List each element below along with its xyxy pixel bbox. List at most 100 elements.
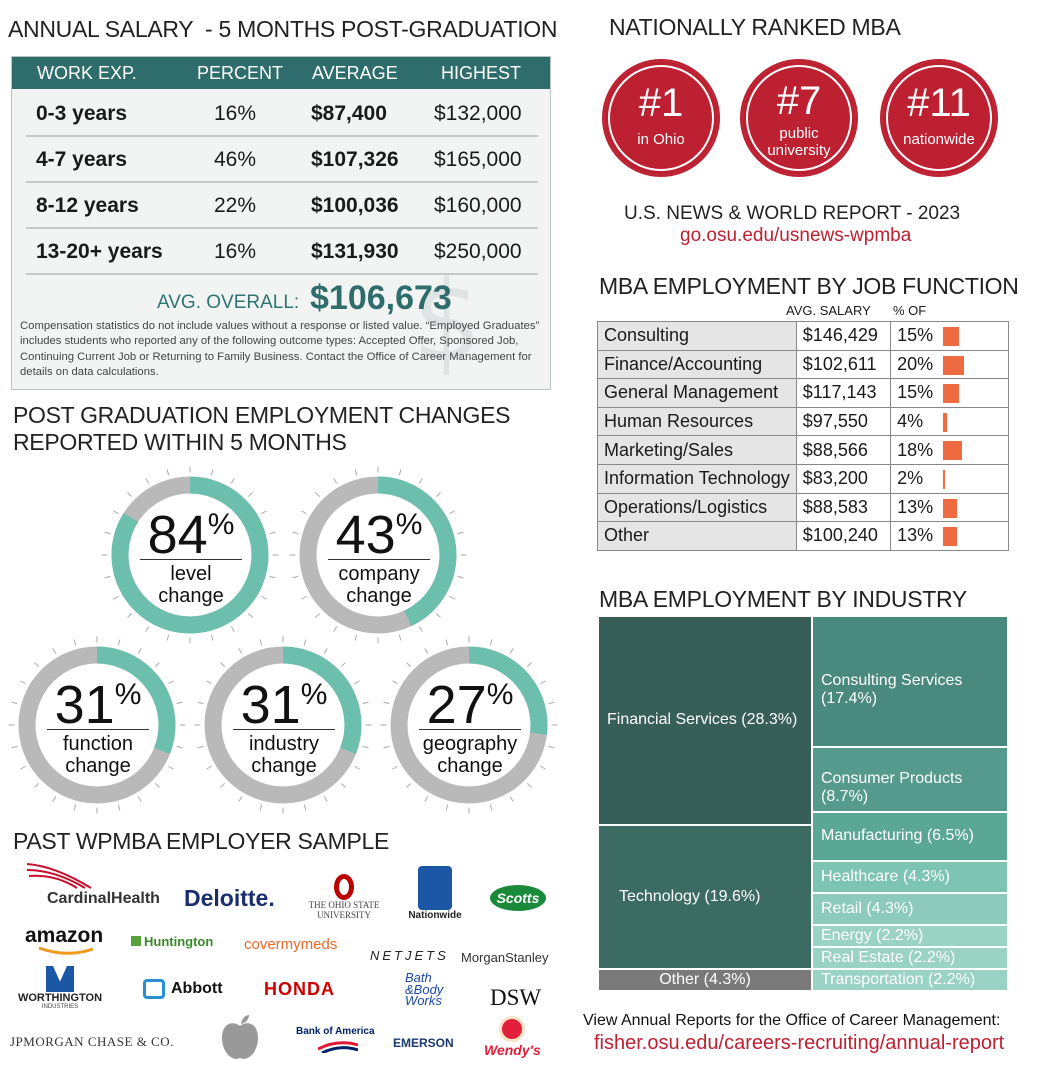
rankings-link[interactable]: go.osu.edu/usnews-wpmba xyxy=(680,225,912,246)
treemap-cell: Financial Services (28.3%) xyxy=(598,616,812,825)
cell-highest: $165,000 xyxy=(434,148,522,171)
huntington-logo: Huntington xyxy=(131,934,213,949)
cell-function: Information Technology xyxy=(597,463,797,494)
percent-bar xyxy=(943,469,946,489)
donut-tick xyxy=(354,680,360,685)
rank-number: #1 xyxy=(638,81,684,125)
rank-text: public university xyxy=(742,125,856,160)
rank-badge-nationwide: #11 nationwide xyxy=(880,59,998,177)
cell-bar xyxy=(939,321,1010,351)
donut-tick xyxy=(445,804,449,811)
cell-average: $100,036 xyxy=(311,194,399,217)
donut-arc xyxy=(111,476,269,634)
donut-tick xyxy=(383,701,390,705)
col-pct-of: % OF xyxy=(893,303,927,318)
cell-bar xyxy=(939,435,1010,465)
rankings-source: U.S. NEWS & WORLD REPORT - 2023 xyxy=(624,203,961,224)
donut-tick xyxy=(418,478,423,484)
cell-salary: $117,143 xyxy=(795,378,892,408)
donut-tick xyxy=(73,639,77,646)
donut-tick xyxy=(424,796,429,802)
emerson-logo: EMERSON xyxy=(393,1036,454,1050)
donut-tick xyxy=(303,804,307,811)
donut-label-geography: geography change xyxy=(422,733,518,777)
treemap-cell: Transportation (2.2%) xyxy=(812,969,1008,991)
treemap-cell: Consumer Products (8.7%) xyxy=(812,746,1008,812)
salary-table-header: WORK EXP. PERCENT AVERAGE HIGHEST xyxy=(12,57,550,89)
donut-tick xyxy=(526,782,532,788)
donut-tick xyxy=(340,662,346,668)
col-average: AVERAGE xyxy=(312,63,398,83)
changes-title-line1: POST GRADUATION EMPLOYMENT CHANGES xyxy=(13,402,511,428)
donut-tick xyxy=(113,595,119,600)
donut-tick xyxy=(154,782,160,788)
donut-tick xyxy=(354,765,360,770)
donut-tick xyxy=(435,612,441,618)
donut-divider xyxy=(419,729,521,730)
donut-tick xyxy=(449,595,455,600)
cell-bar xyxy=(939,406,1010,437)
donut-tick xyxy=(261,510,267,515)
cell-percent: 2% xyxy=(890,463,940,494)
col-avg-salary: AVG. SALARY xyxy=(786,303,871,318)
cell-percent: 18% xyxy=(890,435,940,465)
employers-title: PAST WPMBA EMPLOYER SAMPLE xyxy=(13,828,390,854)
donut-tick xyxy=(247,492,253,498)
table-row: 8-12 years 22% $100,036 $160,000 xyxy=(26,183,538,229)
rank-text: in Ohio xyxy=(637,131,685,148)
footer-link[interactable]: fisher.osu.edu/careers-recruiting/annual… xyxy=(594,1032,1005,1054)
cell-bar xyxy=(939,492,1010,523)
nationwide-logo: Nationwide xyxy=(406,866,464,921)
donut-tick xyxy=(168,765,174,770)
table-row: Other $100,240 13% xyxy=(597,521,1010,551)
donut-arc xyxy=(204,646,362,804)
cell-exp: 0-3 years xyxy=(36,102,128,125)
salary-footnote: Compensation statistics do not include v… xyxy=(20,320,540,379)
job-function-title: MBA EMPLOYMENT BY JOB FUNCTION xyxy=(599,273,1019,299)
worthington-logo: WORTHINGTON INDUSTRIES xyxy=(14,966,106,1010)
percent-bar xyxy=(943,527,957,547)
donut-tick xyxy=(259,639,263,646)
treemap-label: Technology (19.6%) xyxy=(619,887,761,905)
donut-tick xyxy=(540,765,546,770)
donut-tick xyxy=(548,745,555,749)
cell-percent: 16% xyxy=(214,102,257,125)
apple-icon xyxy=(220,1014,260,1067)
cell-average: $107,326 xyxy=(311,148,399,171)
cell-percent: 22% xyxy=(214,194,257,217)
cell-highest: $132,000 xyxy=(434,102,522,125)
donut-tick xyxy=(113,510,119,515)
col-percent: PERCENT xyxy=(197,63,284,83)
donut-tick xyxy=(168,680,174,685)
industry-title: MBA EMPLOYMENT BY INDUSTRY xyxy=(599,586,967,612)
cell-salary: $88,583 xyxy=(795,492,892,523)
huntington-icon xyxy=(131,936,141,946)
donut-tick xyxy=(383,745,390,749)
table-row: 4-7 years 46% $107,326 $165,000 xyxy=(26,137,538,183)
cell-exp: 13-20+ years xyxy=(36,240,163,263)
treemap-cell: Consulting Services (17.4%) xyxy=(812,616,1008,747)
donut-tick xyxy=(145,626,150,632)
donut-tick xyxy=(548,701,555,705)
donut-tick xyxy=(435,492,441,498)
treemap-label: Retail (4.3%) xyxy=(821,899,914,917)
covermymeds-logo: covermymeds xyxy=(244,936,338,953)
amazon-logo: amazon xyxy=(25,924,103,955)
ohio-state-o-icon xyxy=(334,874,354,900)
cell-percent: 16% xyxy=(214,240,257,263)
donut-label-function: function change xyxy=(62,733,134,777)
donut-tick xyxy=(176,745,183,749)
worthington-w-icon xyxy=(46,966,74,992)
treemap-label: Energy (2.2%) xyxy=(821,927,924,944)
donut-tick xyxy=(176,701,183,705)
abbott-icon xyxy=(143,979,165,999)
wendys-logo: Wendy's xyxy=(484,1016,541,1058)
donut-tick xyxy=(340,782,346,788)
donut-tick xyxy=(315,492,321,498)
percent-bar xyxy=(943,441,963,461)
donut-tick xyxy=(166,634,170,641)
cell-function: Finance/Accounting xyxy=(597,349,797,380)
avg-overall-label: AVG. OVERALL: xyxy=(157,292,300,313)
donut-tick xyxy=(154,662,160,668)
donut-tick xyxy=(210,469,214,476)
